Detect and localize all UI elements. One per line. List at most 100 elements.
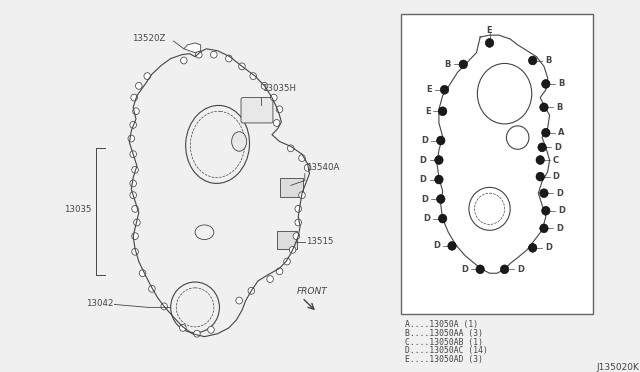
- Text: C....13050AB (1): C....13050AB (1): [405, 338, 483, 347]
- Circle shape: [299, 155, 305, 161]
- Text: B: B: [545, 56, 551, 65]
- Circle shape: [132, 248, 138, 255]
- Circle shape: [476, 265, 484, 274]
- Circle shape: [130, 192, 136, 199]
- Circle shape: [273, 119, 280, 126]
- Text: D: D: [424, 214, 431, 223]
- Circle shape: [435, 175, 443, 184]
- Circle shape: [271, 94, 277, 101]
- Text: 13042: 13042: [86, 299, 113, 308]
- Circle shape: [284, 258, 291, 265]
- Circle shape: [134, 219, 140, 226]
- Text: 13035: 13035: [65, 205, 92, 214]
- Text: J135020K: J135020K: [596, 363, 639, 372]
- Text: D: D: [554, 143, 561, 152]
- Text: B: B: [558, 79, 564, 89]
- Circle shape: [132, 205, 138, 212]
- Ellipse shape: [232, 132, 246, 151]
- Bar: [401, 14, 593, 314]
- Circle shape: [208, 326, 214, 333]
- Circle shape: [161, 303, 168, 310]
- Circle shape: [289, 246, 296, 253]
- Circle shape: [248, 288, 255, 294]
- Circle shape: [440, 86, 449, 94]
- Circle shape: [130, 180, 136, 187]
- Circle shape: [250, 73, 257, 80]
- Circle shape: [448, 241, 456, 250]
- Circle shape: [459, 60, 467, 69]
- Text: 13540A: 13540A: [306, 163, 339, 172]
- Text: E: E: [487, 26, 492, 35]
- Text: E: E: [425, 107, 431, 116]
- Circle shape: [541, 206, 550, 215]
- Circle shape: [194, 330, 200, 337]
- Text: B: B: [445, 60, 451, 69]
- Circle shape: [295, 205, 301, 212]
- Circle shape: [538, 143, 547, 152]
- Circle shape: [536, 172, 545, 181]
- Circle shape: [305, 164, 311, 171]
- Circle shape: [267, 276, 273, 282]
- Circle shape: [293, 233, 300, 240]
- Text: 13035H: 13035H: [262, 84, 296, 93]
- Circle shape: [540, 189, 548, 198]
- Circle shape: [128, 135, 134, 142]
- Circle shape: [529, 56, 537, 65]
- Text: D: D: [420, 175, 427, 184]
- Circle shape: [144, 73, 150, 80]
- Text: A: A: [558, 128, 564, 137]
- Circle shape: [500, 265, 509, 274]
- Circle shape: [180, 57, 187, 64]
- Circle shape: [435, 155, 443, 164]
- Circle shape: [276, 106, 283, 113]
- Circle shape: [148, 285, 156, 292]
- Text: FRONT: FRONT: [296, 287, 327, 296]
- Text: D: D: [545, 243, 552, 252]
- Text: B: B: [556, 103, 563, 112]
- Text: D: D: [516, 265, 524, 274]
- Text: D: D: [461, 265, 468, 274]
- Text: D: D: [558, 206, 565, 215]
- Circle shape: [225, 55, 232, 62]
- Circle shape: [287, 145, 294, 152]
- Text: D: D: [556, 189, 563, 198]
- Circle shape: [295, 219, 301, 226]
- Text: D: D: [420, 155, 427, 164]
- Text: A....13050A (1): A....13050A (1): [405, 320, 478, 329]
- Circle shape: [131, 94, 138, 101]
- Circle shape: [132, 233, 138, 240]
- Text: 13520Z: 13520Z: [132, 33, 165, 42]
- FancyBboxPatch shape: [241, 97, 273, 123]
- Circle shape: [236, 297, 243, 304]
- Circle shape: [132, 108, 140, 115]
- Text: C: C: [552, 155, 559, 164]
- Circle shape: [438, 214, 447, 223]
- Polygon shape: [184, 43, 201, 53]
- Circle shape: [541, 128, 550, 137]
- Circle shape: [130, 122, 136, 128]
- Circle shape: [536, 155, 545, 164]
- Circle shape: [436, 136, 445, 145]
- Circle shape: [140, 270, 146, 277]
- Text: D....13050AC (14): D....13050AC (14): [405, 346, 488, 355]
- Circle shape: [136, 83, 142, 89]
- Text: D: D: [552, 172, 559, 181]
- Circle shape: [541, 80, 550, 88]
- Circle shape: [276, 268, 283, 275]
- Circle shape: [529, 243, 537, 252]
- Circle shape: [438, 107, 447, 116]
- Circle shape: [540, 224, 548, 233]
- Circle shape: [211, 51, 217, 58]
- Circle shape: [540, 103, 548, 112]
- Circle shape: [180, 324, 186, 331]
- Circle shape: [299, 192, 305, 199]
- Text: D: D: [556, 224, 563, 233]
- Circle shape: [130, 151, 136, 158]
- Text: D: D: [422, 136, 429, 145]
- FancyBboxPatch shape: [276, 231, 298, 249]
- Text: E....13050AD (3): E....13050AD (3): [405, 355, 483, 364]
- Text: 13515: 13515: [306, 237, 333, 246]
- Circle shape: [485, 39, 494, 47]
- Text: D: D: [422, 195, 429, 203]
- Text: B....13050AA (3): B....13050AA (3): [405, 329, 483, 338]
